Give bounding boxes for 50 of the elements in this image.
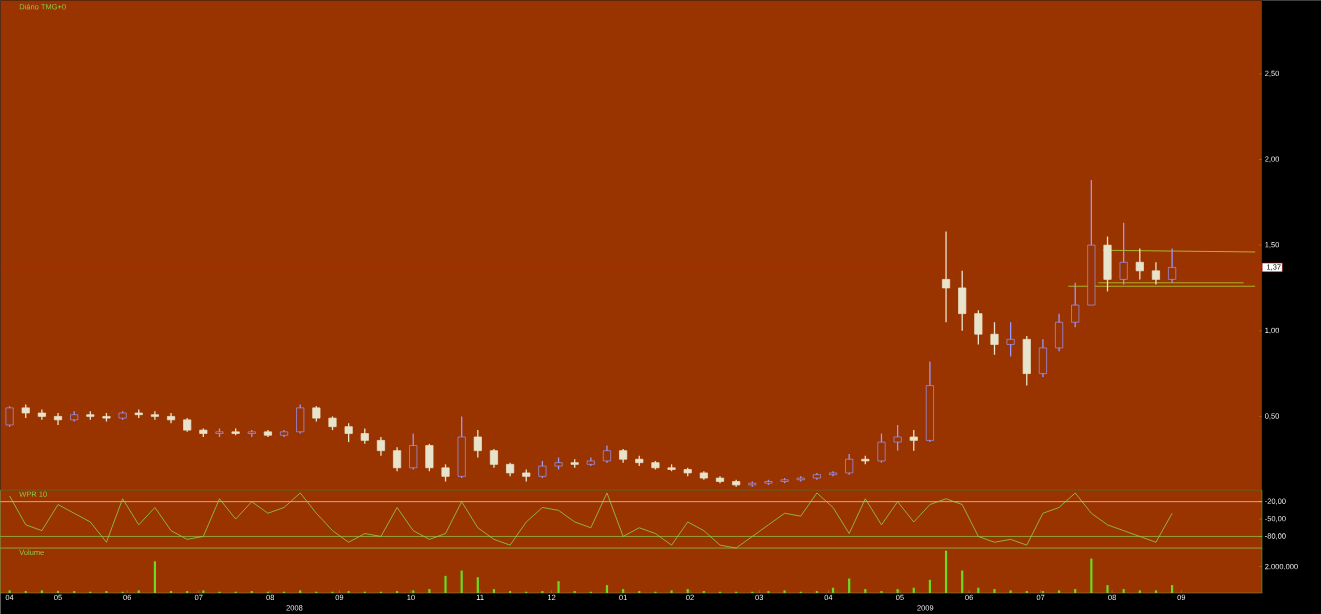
candlestick bbox=[5, 405, 14, 428]
candlestick bbox=[1168, 247, 1177, 284]
candlestick bbox=[53, 412, 63, 426]
candlestick bbox=[150, 410, 159, 421]
candlestick bbox=[376, 436, 385, 457]
bar bbox=[944, 550, 948, 594]
candlestick bbox=[344, 422, 353, 443]
candlestick bbox=[473, 429, 482, 459]
bar bbox=[1009, 590, 1012, 594]
bar bbox=[848, 578, 851, 594]
bar bbox=[1170, 585, 1174, 594]
bar bbox=[40, 590, 43, 594]
candlestick bbox=[167, 412, 176, 424]
bar bbox=[8, 590, 11, 594]
bar bbox=[670, 590, 673, 594]
candlestick bbox=[909, 429, 918, 452]
candlestick bbox=[409, 432, 418, 471]
bar bbox=[412, 590, 415, 594]
bar bbox=[605, 585, 609, 594]
bar bbox=[476, 577, 479, 594]
bar bbox=[202, 590, 205, 594]
bar bbox=[783, 590, 786, 594]
bar bbox=[444, 575, 447, 594]
bar bbox=[993, 589, 996, 594]
candlestick bbox=[425, 443, 434, 472]
candlestick bbox=[489, 448, 498, 469]
candlestick bbox=[296, 403, 305, 435]
candlestick bbox=[1135, 247, 1144, 281]
candlestick bbox=[393, 446, 402, 472]
bar bbox=[460, 570, 463, 594]
candlestick bbox=[1006, 321, 1015, 358]
candlestick bbox=[1151, 261, 1160, 286]
candlestick bbox=[877, 432, 886, 464]
candlestick bbox=[1071, 282, 1080, 328]
candlestick bbox=[974, 309, 983, 346]
bar bbox=[1106, 585, 1109, 594]
candlestick bbox=[1119, 222, 1128, 286]
bar bbox=[557, 581, 560, 594]
bar bbox=[928, 579, 931, 594]
candlestick bbox=[893, 424, 902, 452]
bar bbox=[153, 561, 156, 594]
candlestick bbox=[845, 453, 854, 476]
bar bbox=[137, 590, 140, 594]
bar bbox=[1057, 590, 1061, 594]
bar bbox=[1154, 590, 1158, 594]
candlestick bbox=[990, 321, 999, 356]
candlestick bbox=[942, 230, 951, 323]
bar bbox=[1138, 590, 1141, 594]
bar bbox=[961, 570, 964, 594]
bar bbox=[299, 590, 302, 594]
